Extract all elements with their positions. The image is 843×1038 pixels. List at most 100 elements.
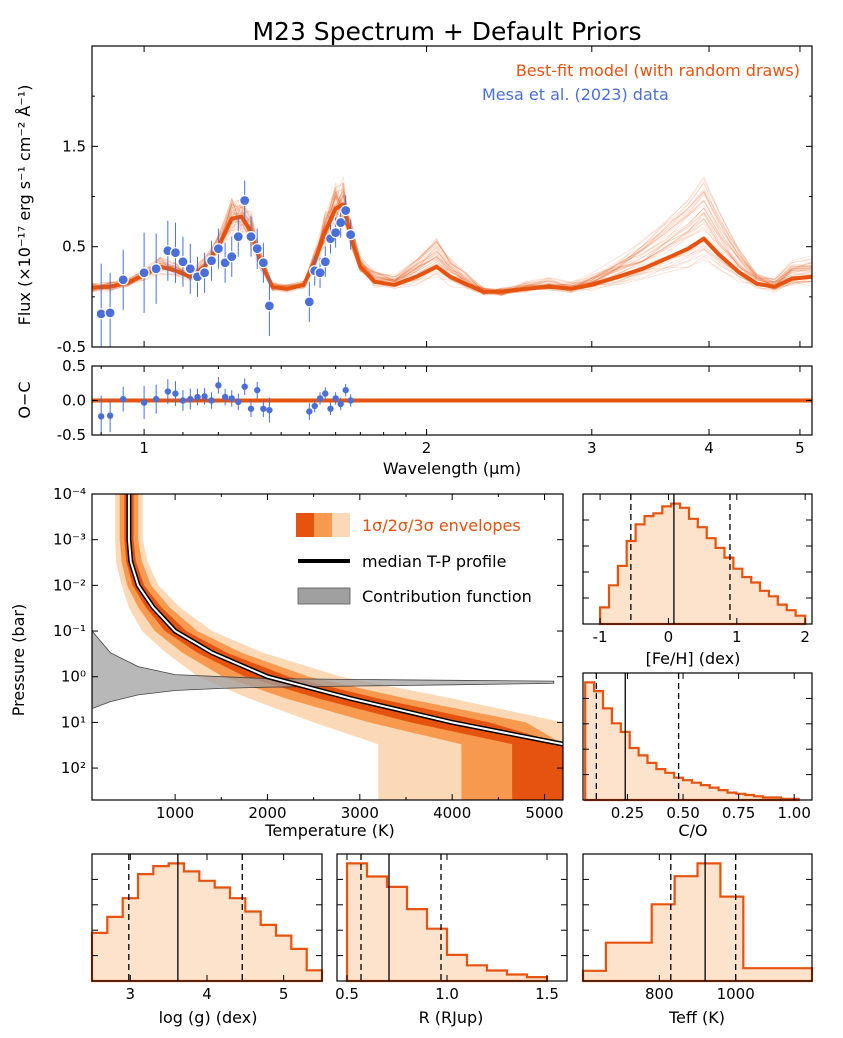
residual-point bbox=[235, 398, 242, 406]
model-draw-line bbox=[92, 175, 812, 296]
residual-point bbox=[316, 395, 324, 402]
teff-xtick: 1000 bbox=[717, 985, 755, 1003]
feh-histogram bbox=[599, 502, 807, 626]
data-point bbox=[177, 256, 189, 268]
data-point bbox=[184, 263, 196, 275]
residual-point bbox=[260, 405, 267, 412]
residual-point bbox=[327, 405, 334, 412]
residual-point bbox=[215, 382, 222, 389]
tp-xlabel: Temperature (K) bbox=[264, 821, 394, 840]
tp-xtick: 2000 bbox=[248, 804, 286, 822]
co-xtick: 1.00 bbox=[778, 804, 811, 822]
logg-xlabel: log (g) (dex) bbox=[159, 1008, 258, 1027]
residual-point bbox=[172, 390, 179, 397]
residual-ytick: 0.5 bbox=[62, 357, 86, 375]
teff-panel: Teff (K) 800 1000 bbox=[581, 853, 814, 1027]
residual-point bbox=[306, 408, 313, 415]
radius-histogram bbox=[345, 862, 549, 983]
radius-frame bbox=[336, 853, 568, 982]
co-xtick: 0.75 bbox=[722, 804, 755, 822]
data-point bbox=[226, 251, 238, 263]
residual-xtick: 5 bbox=[795, 439, 805, 457]
data-point bbox=[257, 257, 269, 269]
residual-point bbox=[247, 405, 255, 412]
data-point bbox=[345, 229, 357, 241]
data-point bbox=[138, 267, 150, 279]
co-frame bbox=[582, 672, 813, 801]
data-point bbox=[263, 300, 275, 312]
data-point bbox=[340, 204, 352, 217]
residual-point bbox=[194, 393, 201, 401]
wavelength-xlabel: Wavelength (μm) bbox=[383, 459, 521, 478]
co-xlabel: C/O bbox=[678, 821, 707, 840]
data-point bbox=[169, 247, 182, 259]
data-point bbox=[232, 231, 244, 243]
tp-xtick: 4000 bbox=[433, 804, 471, 822]
data-point bbox=[239, 194, 251, 207]
model-draw-line bbox=[92, 181, 812, 295]
residual-point bbox=[266, 406, 273, 414]
residual-point bbox=[97, 413, 105, 420]
residual-point bbox=[140, 399, 148, 406]
logg-xtick: 5 bbox=[279, 985, 289, 1003]
tp-xtick: 1000 bbox=[156, 804, 194, 822]
tp-ytick: 10⁻⁴ bbox=[53, 485, 86, 503]
residual-point bbox=[152, 395, 160, 403]
median-tp-line bbox=[127, 494, 563, 746]
residual-point bbox=[208, 397, 215, 404]
radius-xlabel: R (RJup) bbox=[419, 1008, 484, 1027]
radius-xtick: 1.0 bbox=[435, 985, 459, 1003]
data-point bbox=[245, 231, 257, 243]
data-point bbox=[117, 274, 129, 286]
data-point bbox=[198, 267, 211, 279]
feh-xtick: 0 bbox=[664, 628, 674, 646]
logg-xtick: 4 bbox=[202, 985, 212, 1003]
model-draw-line bbox=[92, 187, 812, 295]
residual-point bbox=[322, 390, 329, 397]
co-panel: C/O 0.25 0.50 0.75 1.00 bbox=[582, 672, 813, 840]
residual-ytick: 0.0 bbox=[62, 392, 86, 410]
spectrum-panel: Best-fit model (with random draws) Mesa … bbox=[15, 45, 813, 356]
co-histogram bbox=[584, 681, 800, 802]
residual-point bbox=[337, 400, 344, 408]
tp-ytick: 10⁻³ bbox=[53, 531, 86, 549]
spectrum-ylabel: Flux (×10⁻¹⁷ erg s⁻¹ cm⁻² Å⁻¹) bbox=[15, 85, 34, 326]
residual-point bbox=[179, 397, 187, 404]
legend-model-label: Best-fit model (with random draws) bbox=[516, 61, 800, 80]
data-point bbox=[335, 216, 347, 229]
tp-xtick: 3000 bbox=[341, 804, 379, 822]
teff-xtick: 800 bbox=[645, 985, 674, 1003]
legend-swatch-3sigma bbox=[332, 513, 350, 537]
feh-xtick: -1 bbox=[593, 628, 608, 646]
residual-point bbox=[254, 386, 261, 394]
teff-histogram bbox=[581, 862, 814, 983]
data-point bbox=[330, 227, 342, 239]
data-point bbox=[314, 267, 326, 279]
feh-xtick: 1 bbox=[732, 628, 742, 646]
feh-xtick: 2 bbox=[800, 628, 810, 646]
residual-panel: O−C Wavelength (μm) -0.5 0.0 0.5 1 2 3 4 5 bbox=[15, 357, 813, 478]
legend-contrib-label: Contribution function bbox=[362, 587, 532, 606]
spectrum-ytick: 0.5 bbox=[62, 238, 86, 256]
teff-frame bbox=[582, 853, 813, 982]
residual-xtick: 4 bbox=[704, 439, 714, 457]
spectrum-ytick: 1.5 bbox=[62, 137, 86, 155]
data-point bbox=[319, 256, 331, 268]
spectrum-ytick: -0.5 bbox=[57, 338, 86, 356]
tp-envelopes bbox=[92, 494, 563, 800]
data-point bbox=[251, 243, 263, 255]
data-point bbox=[104, 307, 116, 319]
legend-envelopes-label: 1σ/2σ/3σ envelopes bbox=[362, 516, 521, 535]
radius-xtick: 1.5 bbox=[535, 985, 559, 1003]
residual-point bbox=[201, 393, 208, 400]
tp-ytick: 10¹ bbox=[61, 713, 86, 731]
model-draw-line bbox=[92, 190, 812, 294]
figure-title: M23 Spectrum + Default Priors bbox=[252, 17, 641, 46]
residual-xtick: 2 bbox=[422, 439, 432, 457]
tp-xtick: 5000 bbox=[525, 804, 563, 822]
residual-xtick: 3 bbox=[587, 439, 597, 457]
residual-point bbox=[342, 386, 349, 394]
legend-swatch-2sigma bbox=[314, 513, 332, 537]
data-point bbox=[150, 263, 162, 275]
residual-point bbox=[347, 397, 354, 404]
